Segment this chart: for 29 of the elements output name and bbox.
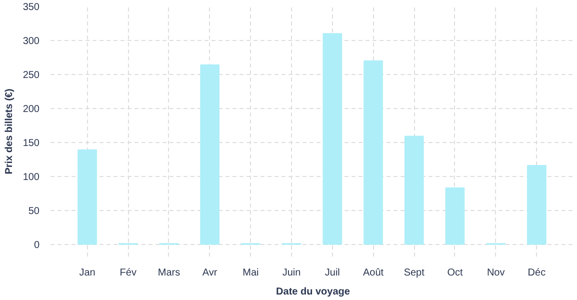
x-tick-label: Mai bbox=[242, 268, 259, 278]
y-tick-label: 350 bbox=[22, 2, 40, 13]
bar bbox=[364, 60, 383, 245]
bar bbox=[200, 64, 220, 245]
x-tick-label: Fév bbox=[120, 268, 136, 278]
x-tick-label: Juin bbox=[282, 268, 301, 278]
x-tick-label: Oct bbox=[447, 268, 463, 278]
bar bbox=[78, 149, 97, 245]
y-tick-label: 0 bbox=[34, 240, 40, 251]
x-tick-label: Août bbox=[362, 268, 384, 278]
y-tick-label: 100 bbox=[22, 172, 40, 183]
x-tick-label: Déc bbox=[528, 268, 546, 278]
y-tick-label: 200 bbox=[22, 104, 40, 115]
y-axis-title: Prix des billets (€) bbox=[4, 88, 15, 174]
y-tick-label: 50 bbox=[28, 206, 40, 217]
x-tick-label: Jan bbox=[79, 268, 96, 278]
bar bbox=[322, 33, 342, 245]
x-tick-label: Juil bbox=[324, 268, 340, 278]
x-tick-label: Mars bbox=[158, 268, 180, 278]
bar bbox=[526, 164, 546, 245]
x-tick-label: Sept bbox=[404, 268, 425, 278]
bar bbox=[404, 136, 424, 245]
x-tick-label: Avr bbox=[202, 268, 218, 278]
bar bbox=[445, 187, 465, 245]
x-axis-title: Date du voyage bbox=[276, 286, 350, 298]
x-tick-label: Nov bbox=[486, 268, 505, 278]
y-tick-label: 300 bbox=[22, 36, 40, 47]
y-tick-label: 150 bbox=[22, 138, 40, 149]
y-tick-label: 250 bbox=[22, 70, 40, 81]
